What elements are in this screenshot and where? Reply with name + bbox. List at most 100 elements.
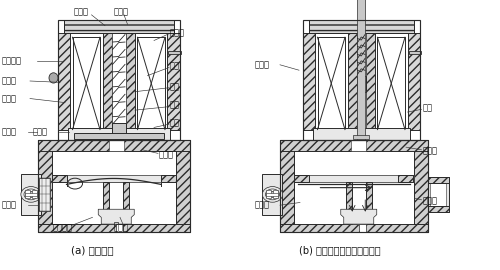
Bar [38, 140, 52, 224]
Bar [357, 0, 365, 140]
Bar [168, 33, 180, 130]
Bar [262, 174, 282, 215]
Bar [366, 33, 375, 130]
Text: 橡胶塞: 橡胶塞 [2, 76, 16, 86]
Bar [115, 139, 123, 144]
Bar [398, 175, 413, 182]
Ellipse shape [266, 189, 280, 200]
Bar [312, 128, 410, 140]
Ellipse shape [24, 189, 38, 200]
Bar [414, 140, 428, 224]
Bar [318, 37, 345, 130]
Text: (a) 断电关闭: (a) 断电关闭 [71, 245, 114, 255]
Bar [161, 175, 176, 182]
Bar [280, 140, 428, 232]
Text: 阀盘: 阀盘 [170, 101, 180, 110]
Polygon shape [98, 209, 134, 224]
Bar [38, 224, 190, 232]
Bar [266, 193, 278, 196]
Bar [302, 20, 420, 140]
Bar [356, 76, 366, 92]
Bar [58, 20, 180, 140]
Bar [116, 224, 124, 232]
Bar [114, 222, 118, 225]
Text: 小弹簧: 小弹簧 [74, 8, 89, 17]
Bar [346, 182, 352, 224]
Bar [38, 140, 190, 232]
Bar [408, 33, 420, 130]
Bar [353, 135, 369, 139]
Bar [64, 20, 174, 33]
Bar [176, 140, 190, 224]
Text: 加压针孔: 加压针孔 [52, 224, 72, 233]
Bar [32, 190, 37, 198]
Bar [348, 33, 356, 130]
Text: 线圈: 线圈 [170, 62, 180, 71]
Bar [52, 151, 176, 224]
Bar [274, 190, 278, 198]
Bar [123, 182, 129, 224]
Bar [294, 175, 309, 182]
Bar [25, 193, 37, 196]
Bar [408, 51, 421, 54]
Text: 导磁铁架: 导磁铁架 [2, 56, 21, 65]
Text: 控制腔: 控制腔 [2, 94, 16, 103]
Bar [126, 33, 135, 130]
Bar [358, 224, 366, 232]
Ellipse shape [262, 187, 282, 202]
Text: 橡胶膜: 橡胶膜 [159, 151, 174, 160]
Text: 阀体: 阀体 [170, 118, 180, 127]
Text: 接线片: 接线片 [170, 28, 185, 37]
Bar [168, 51, 181, 54]
Text: 过滤网: 过滤网 [2, 128, 16, 137]
Bar [280, 140, 428, 151]
Bar [308, 20, 414, 33]
Bar [294, 175, 414, 182]
Bar [108, 140, 124, 151]
Bar [428, 177, 448, 212]
Bar [351, 140, 366, 151]
Bar [280, 140, 294, 224]
Text: 出水管: 出水管 [422, 197, 438, 206]
Bar [308, 20, 414, 33]
Bar [112, 33, 126, 130]
Bar [350, 182, 368, 224]
Bar [58, 33, 70, 130]
Bar [38, 140, 190, 151]
Ellipse shape [21, 187, 41, 202]
Text: 铁芯: 铁芯 [170, 82, 180, 91]
Bar [266, 190, 272, 198]
Ellipse shape [49, 73, 58, 83]
Bar [378, 37, 405, 130]
Bar [72, 37, 100, 130]
Bar [68, 128, 170, 140]
Text: 灌压孔: 灌压孔 [114, 224, 129, 233]
Ellipse shape [27, 191, 35, 197]
Bar [280, 224, 428, 232]
Bar [104, 182, 109, 224]
Text: 控制腔: 控制腔 [255, 60, 270, 69]
Bar [366, 182, 372, 224]
Text: 隔水套: 隔水套 [114, 8, 129, 17]
Bar [74, 133, 164, 139]
Bar [302, 33, 315, 130]
Text: 阀盘: 阀盘 [422, 103, 432, 113]
Bar [112, 123, 126, 138]
Text: 进水口: 进水口 [2, 201, 16, 210]
Bar [64, 20, 174, 33]
Bar [430, 183, 446, 206]
Bar [52, 175, 176, 182]
Ellipse shape [268, 191, 276, 197]
Bar [294, 151, 414, 224]
Bar [107, 182, 125, 224]
Bar [102, 33, 112, 130]
Text: 进水腔: 进水腔 [255, 201, 270, 210]
Bar [428, 177, 448, 183]
Text: 橡胶膜: 橡胶膜 [422, 147, 438, 156]
Bar [356, 33, 366, 130]
Bar [138, 37, 165, 130]
Polygon shape [340, 209, 377, 224]
Text: 减压圈: 减压圈 [32, 128, 48, 137]
Bar [21, 174, 41, 215]
Text: (b) 通电开启（示意结构图）: (b) 通电开启（示意结构图） [299, 245, 381, 255]
